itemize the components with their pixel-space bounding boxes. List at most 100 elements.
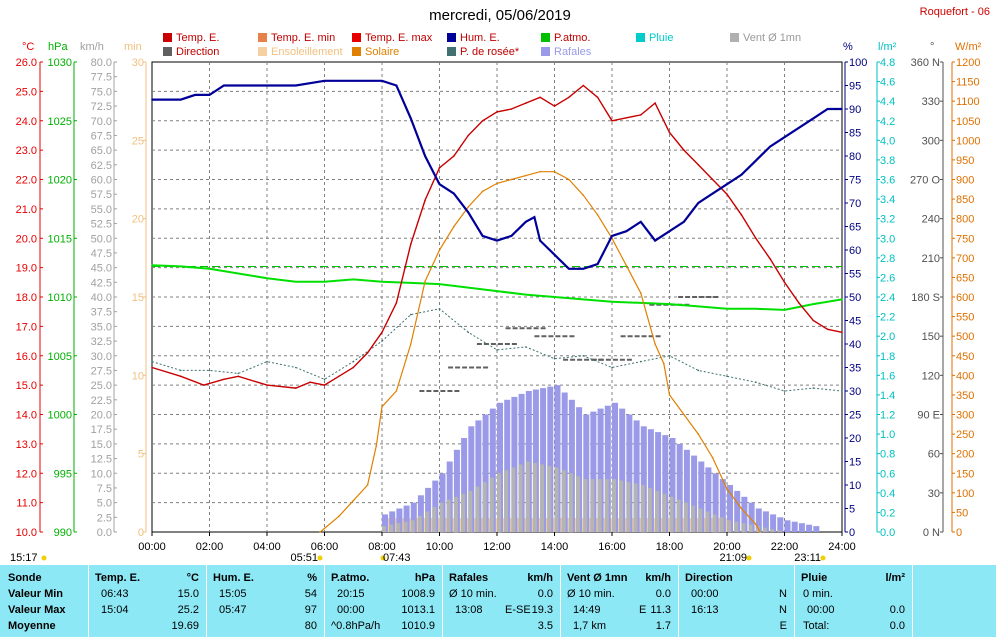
series-humidity-point: [769, 145, 771, 148]
direction-axis-tick-label: 30: [928, 488, 940, 500]
sunshine-bar: [632, 518, 635, 532]
temp-axis-tick-label: 15.0: [16, 380, 37, 392]
sun-event-label: 21:09: [719, 552, 747, 564]
series-dewpoint-point: [755, 381, 757, 384]
series-pressure-point: [151, 264, 153, 267]
rain-axis-tick-label: 2.8: [880, 253, 895, 265]
gust-bar: [425, 487, 432, 532]
legend-label: Temp. E.: [176, 32, 219, 44]
rafales-max-value: 19.3: [531, 604, 553, 616]
solar-axis-tick-label: 1000: [956, 135, 980, 147]
series-humidity-point: [711, 192, 714, 195]
sun-event-label: 23:11: [794, 552, 821, 564]
hum-max-time: 05:47: [219, 604, 247, 616]
gust-bar: [576, 407, 583, 532]
sun-axis-tick-label: 30: [132, 57, 144, 69]
rain-axis-tick-label: 1.2: [880, 410, 895, 422]
row-label-max: Valeur Max: [8, 604, 66, 616]
gust-bar: [540, 388, 547, 532]
series-temperature-point: [582, 84, 585, 87]
temp-axis-tick-label: 16.0: [16, 351, 37, 363]
rain-axis-tick-label: 1.0: [880, 429, 895, 441]
bar-layer: [382, 385, 820, 533]
series-humidity-point: [223, 84, 225, 87]
humidity-axis-tick-label: 50: [849, 292, 861, 304]
wind-bar: [432, 507, 437, 532]
rain-axis-tick-label: 4.2: [880, 116, 895, 128]
series-humidity-point: [596, 263, 599, 265]
gust-bar: [403, 505, 410, 532]
gust-bar: [647, 429, 654, 532]
series-dewpoint-point: [467, 331, 470, 334]
rain-axis-tick-label: 3.6: [880, 175, 895, 187]
hum-header: Hum. E.: [213, 572, 254, 584]
time-axis: 00:00 02:00 04:00 06:00 08:00 10:00 12:00 14:00…: [138, 532, 856, 553]
solar-axis-unit: W/m²: [955, 41, 982, 53]
sun-axis-tick-label: 0: [138, 527, 144, 539]
legend-swatch-square-icon: [258, 47, 267, 56]
humidity-axis-tick-label: 30: [849, 386, 861, 398]
patmo-min-value: 1008.9: [401, 588, 435, 600]
series-solar-point: [625, 264, 628, 267]
series-solar-point: [375, 445, 378, 447]
gust-bar: [532, 389, 539, 532]
direction-axis-tick-label: 300: [922, 135, 940, 147]
series-solar-point: [424, 280, 426, 283]
sunshine-bar: [445, 518, 449, 532]
series-solar-point: [453, 225, 455, 228]
wind-bar: [561, 470, 566, 532]
gust-bar: [748, 502, 755, 532]
gust-bar: [698, 461, 705, 532]
wind-axis-tick-label: 35.0: [91, 321, 112, 333]
series-temperature-point: [323, 384, 326, 386]
gust-bar: [453, 449, 460, 533]
wind-axis-tick-label: 5.0: [97, 498, 112, 510]
series-pressure-point: [237, 272, 240, 275]
humidity-axis-tick-label: 70: [849, 198, 861, 210]
wind-bar: [568, 473, 573, 533]
gust-bar: [791, 521, 798, 532]
wind-axis-tick-label: 57.5: [91, 189, 112, 201]
temp-min-value: 15.0: [177, 588, 199, 600]
solar-axis-tick-label: 300: [956, 410, 974, 422]
solar-axis-tick-label: 1100: [956, 96, 980, 108]
patmo-avg-value: 1010.9: [401, 620, 435, 632]
wind-bar: [741, 523, 746, 532]
rain-axis-tick-label: 2.2: [880, 312, 895, 324]
series-pressure-point: [467, 286, 470, 289]
time-tick-label: 18:00: [656, 541, 684, 553]
series-humidity-point: [180, 98, 182, 101]
wind-bar: [676, 499, 681, 532]
gust-bar: [719, 479, 726, 532]
patmo-min-time: 20:15: [337, 588, 365, 600]
gust-bar: [583, 414, 590, 532]
hum-min-value: 54: [304, 588, 317, 600]
wind-bar: [497, 473, 501, 533]
series-temperature-point: [611, 120, 613, 122]
wind-bar: [554, 467, 559, 532]
sun-event-dot: [317, 555, 323, 561]
gust-bar: [777, 517, 784, 532]
wind-bar: [475, 486, 480, 532]
temp-axis-tick-label: 19.0: [16, 263, 37, 275]
rain-axis-unit: l/m²: [878, 41, 897, 53]
series-humidity-point: [740, 174, 743, 176]
gust-bar: [497, 402, 503, 533]
series-humidity-point: [194, 94, 196, 96]
gust-bar: [683, 449, 690, 533]
wind-axis-tick-label: 2.5: [97, 512, 112, 524]
sunshine-bar: [502, 518, 506, 532]
wind-bar: [482, 482, 487, 532]
series-humidity-point: [481, 235, 484, 237]
gust-bar: [604, 405, 611, 532]
series-humidity-point: [812, 117, 815, 120]
humidity-axis-tick-label: 60: [849, 245, 861, 257]
wind-bar: [547, 465, 552, 532]
pluie-avg-value: 0.0: [889, 620, 905, 632]
series-dewpoint-point: [496, 349, 498, 351]
wind-bar: [683, 502, 688, 532]
wind-bar: [525, 461, 530, 532]
series-solar-point: [481, 190, 484, 193]
wind-bar: [389, 524, 394, 532]
wind-bar: [590, 479, 595, 532]
